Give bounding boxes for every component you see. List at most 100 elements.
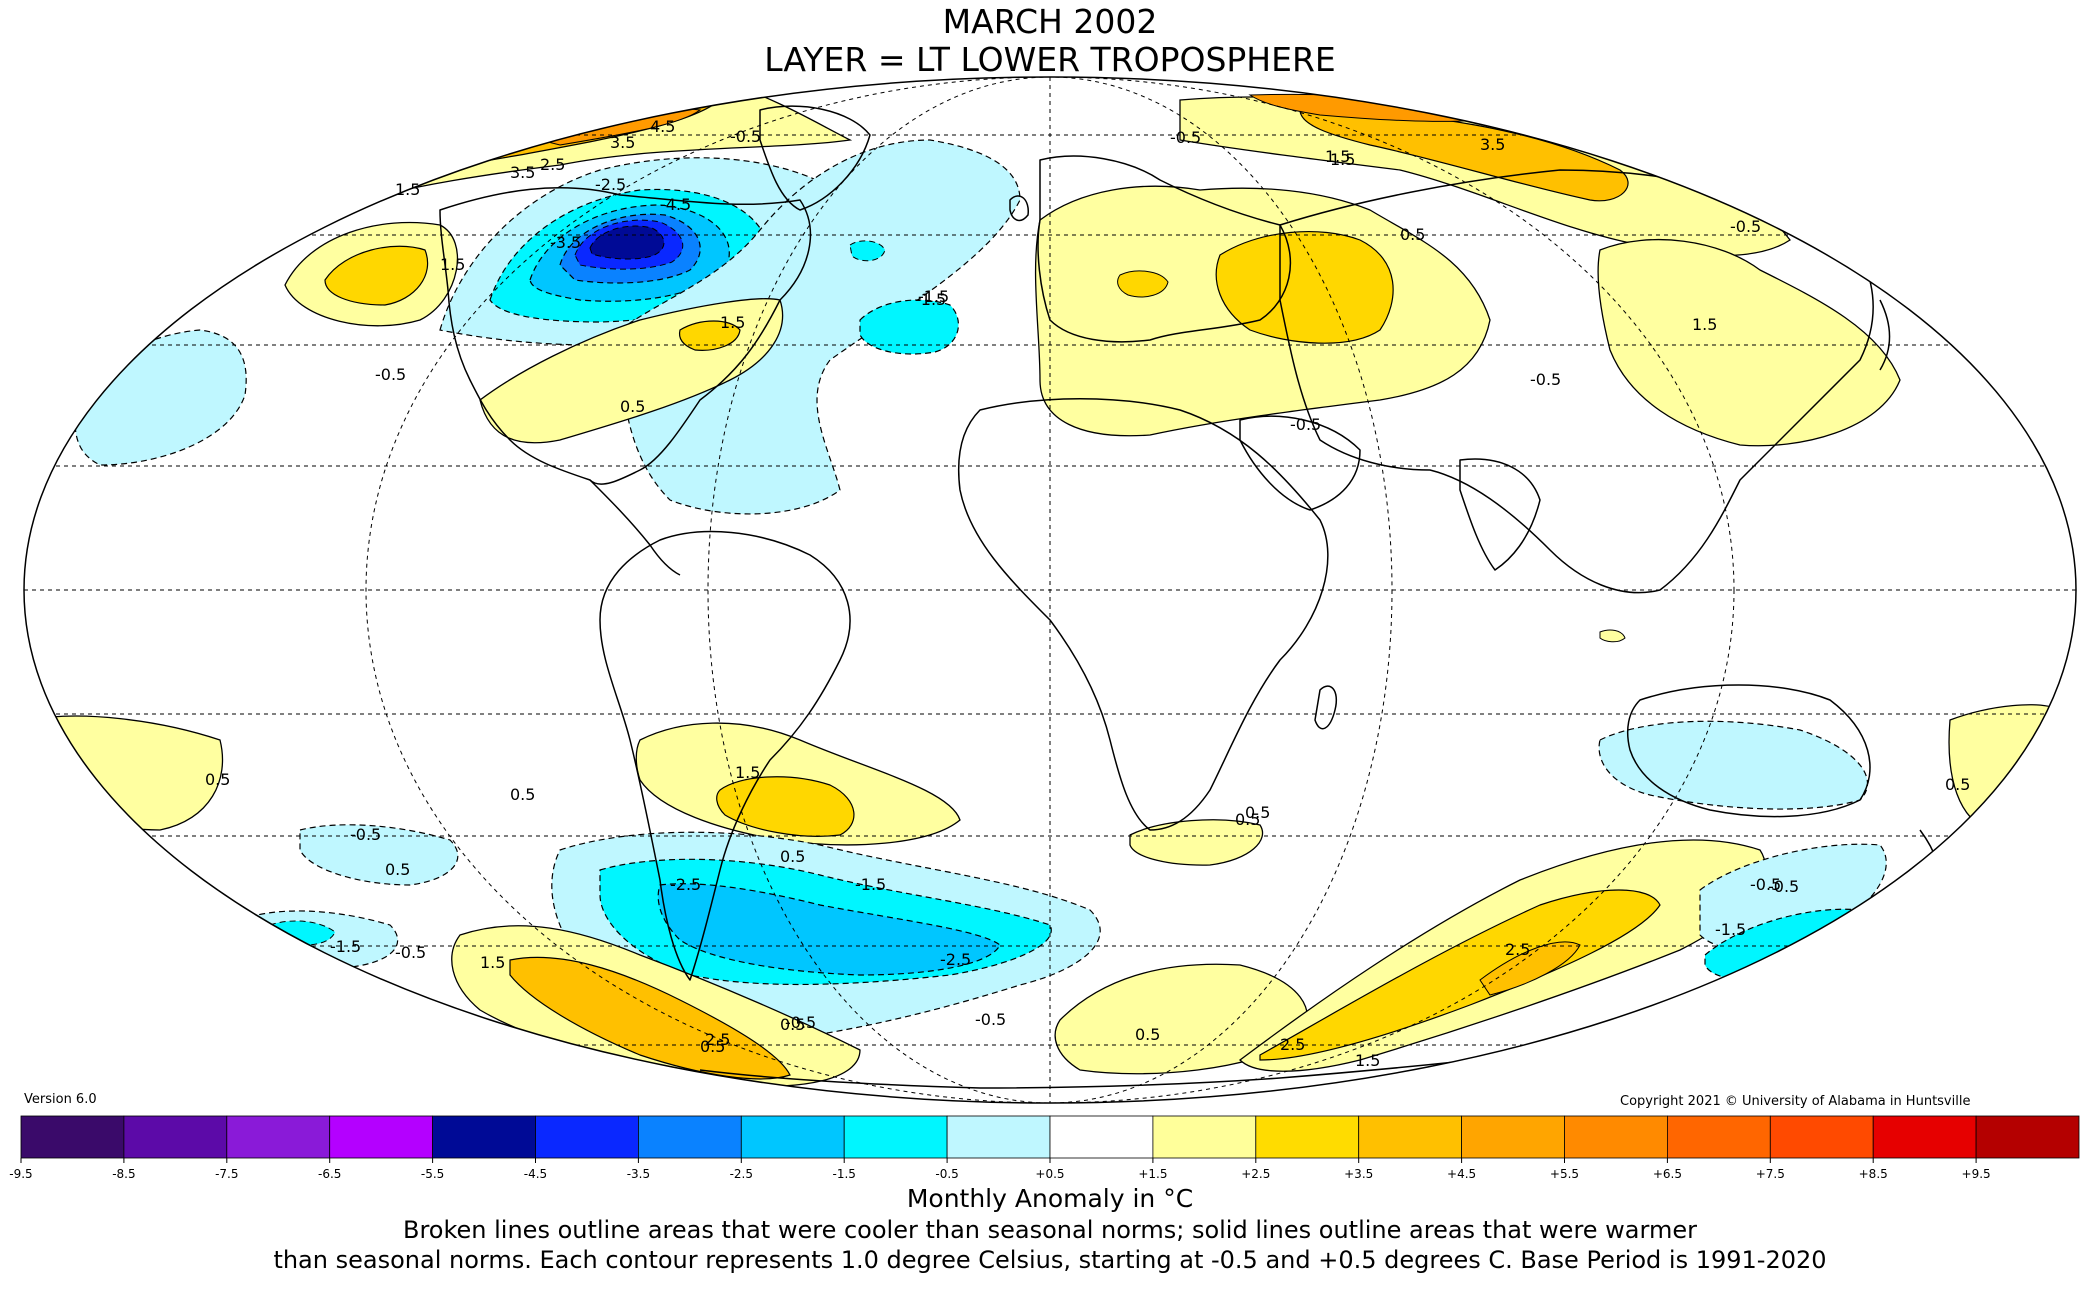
contour-label: 0.5 — [1245, 803, 1270, 822]
colorbar-tick-label: +5.5 — [1550, 1167, 1579, 1181]
colorbar-tick-label: -6.5 — [318, 1167, 341, 1181]
contour-label: -1.5 — [915, 290, 946, 309]
anomaly-area-natlantic-cold-small — [849, 240, 886, 262]
anomaly-area-natlantic-cold — [619, 139, 1021, 515]
colorbar-tick-label: +7.5 — [1756, 1167, 1785, 1181]
contour-label: -0.5 — [975, 1010, 1006, 1029]
colorbar-swatch — [226, 1115, 331, 1159]
contour-label: -1.5 — [855, 875, 886, 894]
colorbar-swatch — [1564, 1115, 1668, 1159]
contour-label: 0.5 — [1135, 1025, 1160, 1044]
graticule — [24, 77, 2076, 1103]
contour-label: -0.5 — [1290, 415, 1321, 434]
version-label: Version 6.0 — [24, 1092, 97, 1107]
anomaly-area-southern-pacific-warm-core — [509, 956, 791, 1080]
contour-label: 0.5 — [700, 1037, 725, 1056]
contour-label: 1.5 — [1355, 1051, 1380, 1070]
colorbar-units-label: Monthly Anomaly in °C — [906, 1184, 1194, 1213]
anomaly-area-sindian-warm-core — [1259, 889, 1661, 1061]
contour-label: -0.5 — [1750, 875, 1781, 894]
contour-label: 1.5 — [1325, 147, 1350, 166]
colorbar-tick-label: -5.5 — [421, 1167, 444, 1181]
colorbar-swatch — [843, 1115, 948, 1159]
contour-label: 0.5 — [620, 397, 645, 416]
anomaly-area-southern-ocean-cold-3 — [657, 883, 1001, 976]
anomaly-area-eurasia-warm-core — [1215, 230, 1394, 344]
colorbar-tick-label: +8.5 — [1859, 1167, 1888, 1181]
contour-label: -0.5 — [785, 1013, 816, 1032]
contour-label: 0.5 — [1235, 810, 1260, 829]
colorbar-swatch — [1152, 1115, 1257, 1159]
contour-label: 1.5 — [440, 255, 465, 274]
colorbar-swatch — [1872, 1115, 1977, 1159]
colorbar-swatch — [740, 1115, 845, 1159]
colorbar-swatch — [1049, 1115, 1154, 1159]
south-america-outline — [599, 530, 851, 981]
japan-outline — [1879, 299, 1891, 371]
colorbar-tick-label: +0.5 — [1035, 1167, 1064, 1181]
colorbar-swatch — [638, 1115, 742, 1159]
contour-label: 3.5 — [1480, 135, 1505, 154]
colorbar-tick-label: -8.5 — [112, 1167, 135, 1181]
anomaly-area-us-warm-core — [678, 320, 741, 351]
map-subtitle: LAYER = LT LOWER TROPOSPHERE — [764, 40, 1336, 79]
contour-label: 2.5 — [705, 1030, 730, 1049]
contour-label: -0.5 — [395, 943, 426, 962]
madagascar-outline — [1314, 685, 1337, 730]
contour-label: 1.5 — [735, 763, 760, 782]
north-america-outline — [439, 187, 812, 485]
colorbar-swatch — [535, 1115, 639, 1159]
map-title: MARCH 2002 — [942, 2, 1158, 41]
colorbar-swatch — [1667, 1115, 1771, 1159]
colorbar-swatch — [946, 1115, 1051, 1159]
contour-label: -0.5 — [1730, 217, 1761, 236]
colorbar-tick-label: -4.5 — [524, 1167, 547, 1181]
meridian-line — [365, 77, 1735, 1103]
anomaly-area-east-pacific-warm — [1948, 704, 2061, 831]
anomaly-area-spacific-cold — [299, 824, 459, 886]
africa-outline — [957, 398, 1329, 831]
colorbar-swatch — [329, 1115, 434, 1159]
contour-label: 0.5 — [1945, 775, 1970, 794]
caption-line-1: Broken lines outline areas that were coo… — [403, 1216, 1697, 1244]
contour-label: -2.5 — [670, 875, 701, 894]
greenland-outline — [759, 105, 871, 211]
colorbar-tick-label: -3.5 — [627, 1167, 650, 1181]
contour-label: -0.5 — [1530, 370, 1561, 389]
colorbar-swatch — [123, 1115, 228, 1159]
colorbar-tick-label: -1.5 — [832, 1167, 855, 1181]
colorbar-tick-label: -7.5 — [215, 1167, 238, 1181]
contour-label: 3.5 — [510, 163, 535, 182]
colorbar-tick-label: +1.5 — [1138, 1167, 1167, 1181]
contour-label: -2.5 — [595, 175, 626, 194]
contour-label: 0.5 — [780, 1015, 805, 1034]
europe-outline — [1037, 155, 1292, 343]
antarctica-outline — [699, 1049, 1561, 1089]
colorbar-swatch — [1255, 1115, 1360, 1159]
contour-label: -0.5 — [350, 825, 381, 844]
caption-line-2: than seasonal norms. Each contour repres… — [273, 1246, 1827, 1274]
contour-label: -2.5 — [940, 950, 971, 969]
anomaly-area-npacific-warm-core — [324, 245, 429, 306]
anomaly-area-easia-warm — [1597, 238, 1901, 447]
contour-label: -0.5 — [375, 365, 406, 384]
contour-label: 0.5 — [205, 770, 230, 789]
colorbar-swatch — [20, 1115, 125, 1159]
contour-label: -0.5 — [1170, 128, 1201, 147]
contour-label: -0.5 — [730, 127, 761, 146]
colorbar-swatch — [1358, 1115, 1462, 1159]
colorbar-swatches — [20, 1115, 2080, 1159]
colorbar-tick-label: -9.5 — [9, 1167, 32, 1181]
copyright-label: Copyright 2021 © University of Alabama i… — [1620, 1094, 1971, 1109]
colorbar-swatch — [1769, 1115, 1874, 1159]
british-isles-outline — [1009, 195, 1029, 222]
contour-label: 0.5 — [385, 860, 410, 879]
colorbar-tick-label: +6.5 — [1653, 1167, 1682, 1181]
colorbar-tick-label: -2.5 — [730, 1167, 753, 1181]
anomaly-area-indian-warm-spot — [1599, 629, 1626, 643]
anomaly-area-safrica-warm — [1129, 819, 1264, 866]
colorbar-tick-label: +9.5 — [1962, 1167, 1991, 1181]
colorbar-tick-label: +3.5 — [1344, 1167, 1373, 1181]
asia-outline — [1279, 169, 1874, 594]
colorbar-ticks: -9.5 -8.5 -7.5 -6.5 -5.5 -4.5 -3.5 -2.5 -1.5 -0.5… — [9, 1158, 1991, 1181]
